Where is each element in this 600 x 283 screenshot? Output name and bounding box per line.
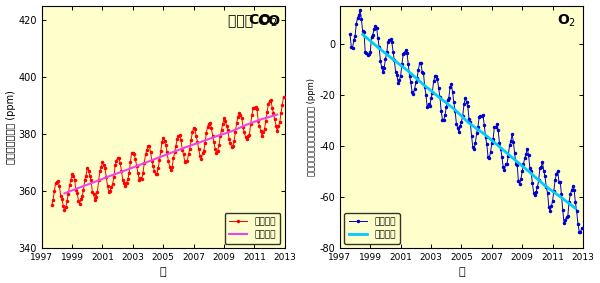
月平均値 <box>437 109 445 113</box>
月平均値 <box>454 126 461 130</box>
Line: 年平均値: 年平均値 <box>362 35 575 208</box>
年平均値 <box>106 174 113 178</box>
Y-axis label: ある基準からの酸素濃度の変化 (ppm): ある基準からの酸素濃度の変化 (ppm) <box>307 78 316 176</box>
年平均値 <box>76 186 83 189</box>
年平均値 <box>137 163 144 166</box>
月平均値 <box>128 151 135 155</box>
年平均値 <box>466 121 473 125</box>
月平均値 <box>356 8 364 12</box>
年平均値 <box>243 123 250 126</box>
年平均値 <box>541 184 548 187</box>
年平均値 <box>389 58 397 61</box>
年平均値 <box>420 83 427 86</box>
月平均値 <box>575 230 583 233</box>
年平均値 <box>167 151 175 155</box>
月平均値 <box>577 230 584 234</box>
年平均値 <box>572 207 579 210</box>
Line: 年平均値: 年平均値 <box>64 115 277 193</box>
月平均値 <box>48 203 55 207</box>
月平均値 <box>156 158 163 162</box>
月平均値 <box>280 95 287 98</box>
Text: O$_2$: O$_2$ <box>557 13 576 29</box>
月平均値 <box>349 46 356 50</box>
Text: 波照間 CO: 波照間 CO <box>228 13 280 27</box>
Y-axis label: 二酸化炭素濃度 (ppm): 二酸化炭素濃度 (ppm) <box>5 90 16 164</box>
X-axis label: 年: 年 <box>458 267 465 277</box>
月平均値 <box>573 210 580 213</box>
月平均値 <box>426 104 433 108</box>
月平均値 <box>61 208 68 212</box>
月平均値 <box>578 227 586 230</box>
Line: 月平均値: 月平均値 <box>349 9 583 233</box>
年平均値 <box>435 95 442 98</box>
Legend: 月平均値, 年平均値: 月平均値, 年平均値 <box>224 213 280 243</box>
月平均値 <box>346 33 353 36</box>
Text: CO$_2$: CO$_2$ <box>248 13 278 29</box>
年平均値 <box>404 69 412 73</box>
年平均値 <box>61 192 68 195</box>
月平均値 <box>139 171 146 175</box>
年平均値 <box>152 157 159 160</box>
年平均値 <box>197 140 205 143</box>
年平均値 <box>213 134 220 138</box>
Legend: 月平均値, 年平均値: 月平均値, 年平均値 <box>344 213 400 243</box>
Line: 月平均値: 月平均値 <box>51 96 284 211</box>
年平均値 <box>481 132 488 136</box>
年平均値 <box>259 117 266 121</box>
年平均値 <box>450 107 457 111</box>
年平均値 <box>359 33 366 36</box>
年平均値 <box>274 113 281 116</box>
年平均値 <box>496 145 503 149</box>
年平均値 <box>91 180 98 184</box>
月平均値 <box>51 189 58 192</box>
年平均値 <box>526 171 533 174</box>
年平均値 <box>122 169 129 172</box>
年平均値 <box>228 130 235 133</box>
年平均値 <box>374 46 382 49</box>
X-axis label: 年: 年 <box>160 267 167 277</box>
年平均値 <box>182 145 190 149</box>
月平均値 <box>277 112 284 115</box>
月平均値 <box>275 125 282 128</box>
年平均値 <box>511 158 518 161</box>
年平均値 <box>557 195 564 198</box>
